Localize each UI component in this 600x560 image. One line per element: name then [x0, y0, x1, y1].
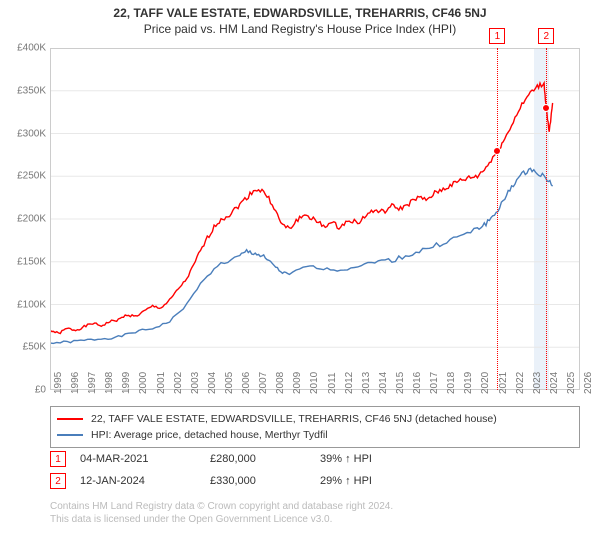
sale-marker-box: 2 [50, 473, 66, 489]
legend: 22, TAFF VALE ESTATE, EDWARDSVILLE, TREH… [50, 406, 580, 448]
sales-table: 1 04-MAR-2021£280,00039% ↑ HPI 2 12-JAN-202… [50, 448, 580, 492]
x-tick-label: 2002 [173, 372, 184, 394]
sale-date: 04-MAR-2021 [80, 453, 210, 465]
y-tick-label: £150K [2, 256, 46, 267]
x-tick-label: 1997 [87, 372, 98, 394]
marker-vline [546, 48, 547, 390]
y-tick-label: £200K [2, 214, 46, 225]
x-tick-label: 2012 [344, 372, 355, 394]
x-tick-label: 2005 [224, 372, 235, 394]
x-tick-label: 2026 [583, 372, 594, 394]
y-tick-label: £50K [2, 342, 46, 353]
x-tick-label: 1996 [70, 372, 81, 394]
footer: Contains HM Land Registry data © Crown c… [50, 500, 580, 526]
x-tick-label: 2021 [498, 372, 509, 394]
legend-swatch [57, 418, 83, 420]
y-tick-label: £250K [2, 171, 46, 182]
x-tick-label: 2017 [429, 372, 440, 394]
y-tick-label: £350K [2, 85, 46, 96]
marker-point [493, 147, 501, 155]
y-tick-label: £300K [2, 128, 46, 139]
marker-flag: 1 [489, 28, 505, 44]
x-tick-label: 2000 [138, 372, 149, 394]
x-tick-label: 2025 [566, 372, 577, 394]
x-tick-label: 2023 [532, 372, 543, 394]
x-tick-label: 2018 [446, 372, 457, 394]
footer-line-1: Contains HM Land Registry data © Crown c… [50, 500, 580, 513]
sale-date: 12-JAN-2024 [80, 475, 210, 487]
sale-row: 1 04-MAR-2021£280,00039% ↑ HPI [50, 448, 580, 470]
x-tick-label: 2019 [463, 372, 474, 394]
x-tick-label: 2007 [258, 372, 269, 394]
x-tick-label: 2009 [292, 372, 303, 394]
marker-vline [497, 48, 498, 390]
y-tick-label: £0 [2, 385, 46, 396]
chart-area: £0£50K£100K£150K£200K£250K£300K£350K£400… [50, 48, 580, 390]
x-tick-label: 2022 [515, 372, 526, 394]
marker-point [542, 104, 550, 112]
legend-label: HPI: Average price, detached house, Mert… [91, 427, 328, 443]
x-tick-label: 2001 [156, 372, 167, 394]
x-tick-label: 2013 [361, 372, 372, 394]
legend-item: HPI: Average price, detached house, Mert… [57, 427, 573, 443]
x-tick-label: 2024 [549, 372, 560, 394]
x-tick-label: 1998 [104, 372, 115, 394]
x-tick-label: 2008 [275, 372, 286, 394]
x-tick-label: 2015 [395, 372, 406, 394]
sale-price: £330,000 [210, 475, 320, 487]
x-tick-label: 2016 [412, 372, 423, 394]
y-tick-label: £400K [2, 43, 46, 54]
chart-subtitle: Price paid vs. HM Land Registry's House … [0, 20, 600, 36]
x-tick-label: 2011 [327, 372, 338, 394]
sale-hpi: 39% ↑ HPI [320, 453, 430, 465]
sale-row: 2 12-JAN-2024£330,00029% ↑ HPI [50, 470, 580, 492]
x-tick-label: 1999 [121, 372, 132, 394]
legend-label: 22, TAFF VALE ESTATE, EDWARDSVILLE, TREH… [91, 411, 497, 427]
x-tick-label: 1995 [53, 372, 64, 394]
chart-title: 22, TAFF VALE ESTATE, EDWARDSVILLE, TREH… [0, 0, 600, 20]
y-tick-label: £100K [2, 299, 46, 310]
footer-line-2: This data is licensed under the Open Gov… [50, 513, 580, 526]
x-tick-label: 2004 [207, 372, 218, 394]
plot-svg [50, 48, 580, 390]
x-tick-label: 2006 [241, 372, 252, 394]
x-tick-label: 2020 [480, 372, 491, 394]
legend-swatch [57, 434, 83, 436]
chart-container: 22, TAFF VALE ESTATE, EDWARDSVILLE, TREH… [0, 0, 600, 560]
x-tick-label: 2003 [190, 372, 201, 394]
sale-marker-box: 1 [50, 451, 66, 467]
sale-hpi: 29% ↑ HPI [320, 475, 430, 487]
marker-flag: 2 [538, 28, 554, 44]
x-tick-label: 2014 [378, 372, 389, 394]
legend-item: 22, TAFF VALE ESTATE, EDWARDSVILLE, TREH… [57, 411, 573, 427]
sale-price: £280,000 [210, 453, 320, 465]
x-tick-label: 2010 [309, 372, 320, 394]
